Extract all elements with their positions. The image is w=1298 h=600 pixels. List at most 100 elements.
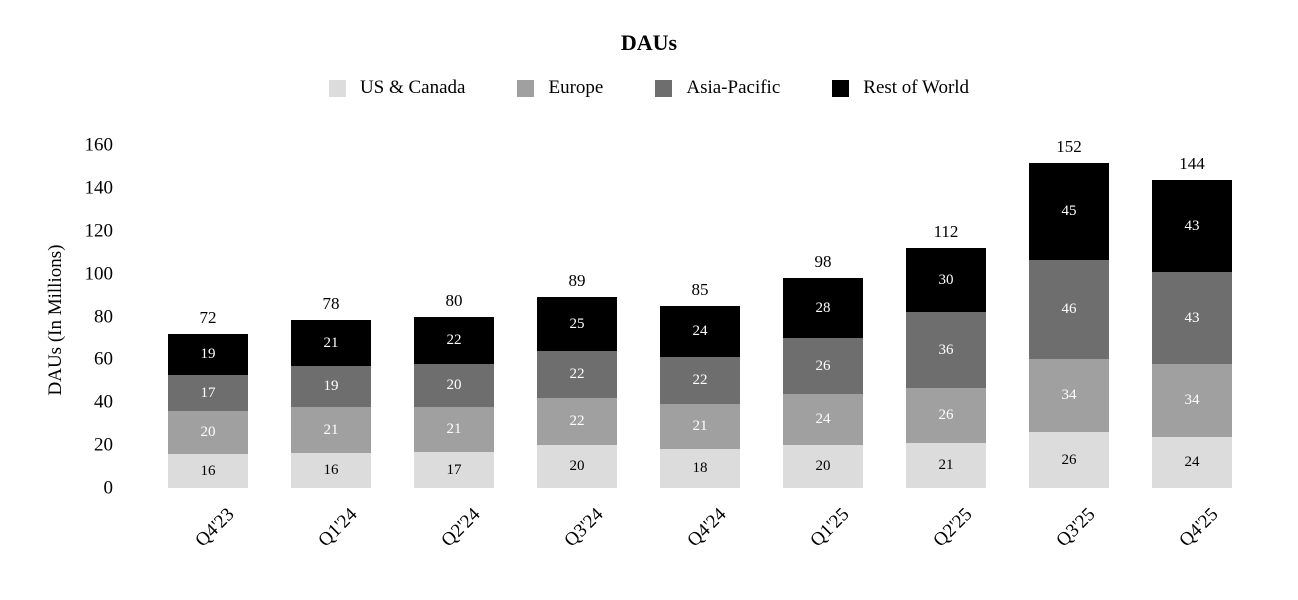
bar-q1-24: 21 19 21 16 xyxy=(291,320,371,488)
segment-value-label: 21 xyxy=(446,421,462,437)
segment-value-label: 43 xyxy=(1184,309,1200,326)
segment-value-label: 34 xyxy=(1184,392,1200,408)
segment-rest-of-world: 21 xyxy=(291,320,371,366)
legend-item-asia-pacific: Asia-Pacific xyxy=(655,77,780,99)
segment-value-label: 34 xyxy=(1061,387,1077,403)
segment-value-label: 17 xyxy=(446,461,462,478)
segment-value-label: 43 xyxy=(1184,217,1200,234)
segment-europe: 21 xyxy=(660,404,740,449)
segment-us-canada: 21 xyxy=(906,443,986,488)
segment-value-label: 46 xyxy=(1061,301,1077,317)
segment-rest-of-world: 19 xyxy=(168,334,248,375)
segment-rest-of-world: 30 xyxy=(906,248,986,312)
segment-value-label: 25 xyxy=(569,315,585,332)
bar-q3-25: 45 46 34 26 xyxy=(1029,163,1109,488)
segment-value-label: 26 xyxy=(815,357,831,374)
segment-value-label: 21 xyxy=(323,421,339,438)
legend-swatch-us-canada xyxy=(328,79,346,97)
bar-total-label: 72 xyxy=(199,308,217,327)
segment-value-label: 45 xyxy=(1061,203,1077,219)
legend: US & Canada Europe Asia-Pacific Rest of … xyxy=(0,77,1298,99)
legend-item-rest-of-world: Rest of World xyxy=(832,77,969,99)
segment-value-label: 17 xyxy=(200,384,216,401)
x-tick-label: Q2'24 xyxy=(437,504,485,552)
segment-us-canada: 16 xyxy=(168,454,248,488)
segment-europe: 21 xyxy=(414,407,494,452)
segment-europe: 34 xyxy=(1152,364,1232,437)
legend-label-us-canada: US & Canada xyxy=(359,77,466,98)
chart-title: DAUs xyxy=(620,30,678,55)
segment-value-label: 19 xyxy=(200,346,216,362)
segment-value-label: 24 xyxy=(692,323,708,339)
segment-value-label: 28 xyxy=(815,299,831,316)
segment-rest-of-world: 22 xyxy=(414,317,494,364)
segment-rest-of-world: 45 xyxy=(1029,163,1109,260)
segment-europe: 26 xyxy=(906,388,986,443)
segment-value-label: 22 xyxy=(446,332,462,348)
segment-europe: 21 xyxy=(291,407,371,453)
x-tick-label: Q3'25 xyxy=(1052,504,1100,552)
bar-q1-25: 28 26 24 20 xyxy=(783,278,863,488)
bar-q4-23: 19 17 20 16 xyxy=(168,334,248,488)
segment-value-label: 26 xyxy=(938,407,954,423)
segment-value-label: 24 xyxy=(1184,454,1200,470)
segment-value-label: 20 xyxy=(569,458,585,474)
x-tick-label: Q2'25 xyxy=(929,504,977,552)
segment-value-label: 22 xyxy=(569,413,585,429)
segment-rest-of-world: 24 xyxy=(660,306,740,357)
segment-value-label: 24 xyxy=(815,411,831,427)
y-tick-label: 40 xyxy=(94,391,113,413)
y-tick-label: 140 xyxy=(84,177,114,199)
segment-value-label: 16 xyxy=(323,462,339,478)
segment-asia-pacific: 36 xyxy=(906,312,986,388)
y-tick-label: 20 xyxy=(94,434,113,456)
x-tick-label: Q3'24 xyxy=(560,504,608,552)
segment-asia-pacific: 46 xyxy=(1029,260,1109,359)
segment-rest-of-world: 25 xyxy=(537,297,617,351)
segment-rest-of-world: 43 xyxy=(1152,180,1232,272)
legend-swatch-europe xyxy=(517,79,535,97)
segment-us-canada: 17 xyxy=(414,452,494,488)
y-tick-label: 100 xyxy=(84,263,114,285)
segment-asia-pacific: 20 xyxy=(414,364,494,407)
y-tick-label: 80 xyxy=(94,306,113,327)
segment-europe: 22 xyxy=(537,398,617,445)
segment-value-label: 20 xyxy=(815,458,831,474)
segment-europe: 20 xyxy=(168,411,248,454)
bar-total-label: 98 xyxy=(814,252,832,271)
segment-value-label: 21 xyxy=(692,418,708,434)
segment-us-canada: 26 xyxy=(1029,432,1109,488)
segment-value-label: 22 xyxy=(569,366,585,382)
segment-us-canada: 20 xyxy=(783,445,863,488)
x-tick-label: Q4'25 xyxy=(1175,504,1223,552)
legend-swatch-asia-pacific xyxy=(655,79,673,97)
legend-item-us-canada: US & Canada xyxy=(328,77,466,99)
segment-asia-pacific: 22 xyxy=(660,357,740,404)
bar-total-label: 152 xyxy=(1056,137,1082,156)
segment-value-label: 16 xyxy=(200,462,216,479)
bar-q4-24: 24 22 21 18 xyxy=(660,306,740,488)
segment-value-label: 30 xyxy=(938,271,954,288)
legend-item-europe: Europe xyxy=(517,77,603,99)
segment-us-canada: 20 xyxy=(537,445,617,488)
segment-value-label: 21 xyxy=(323,334,339,351)
segment-europe: 24 xyxy=(783,394,863,445)
bar-q2-25: 30 36 26 21 xyxy=(906,248,986,488)
y-tick-label: 0 xyxy=(103,477,114,499)
bar-q4-25: 43 43 34 24 xyxy=(1152,180,1232,488)
legend-label-rest-of-world: Rest of World xyxy=(863,77,970,98)
y-tick-label: 160 xyxy=(84,134,114,156)
segment-value-label: 20 xyxy=(446,377,462,393)
bar-total-label: 89 xyxy=(568,271,586,290)
segment-asia-pacific: 19 xyxy=(291,366,371,407)
y-tick-label: 60 xyxy=(94,348,113,370)
segment-asia-pacific: 22 xyxy=(537,351,617,398)
bar-total-label: 85 xyxy=(691,280,709,299)
bar-total-label: 112 xyxy=(933,222,959,241)
y-tick-label: 120 xyxy=(84,220,114,242)
segment-us-canada: 16 xyxy=(291,453,371,488)
legend-label-europe: Europe xyxy=(548,77,604,98)
x-tick-label: Q1'25 xyxy=(806,504,854,552)
segment-asia-pacific: 43 xyxy=(1152,272,1232,364)
